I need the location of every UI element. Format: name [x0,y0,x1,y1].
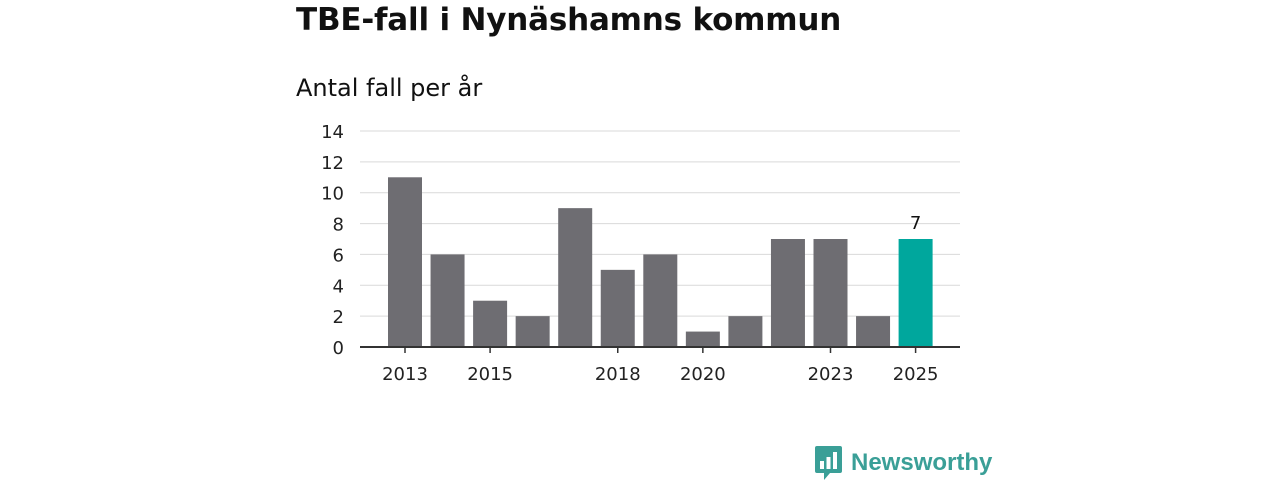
x-tick-label: 2018 [595,364,641,385]
bar-2016 [515,316,550,347]
bar-2021 [728,316,763,347]
y-tick-label: 4 [333,276,344,297]
brand-name: Newsworthy [851,449,993,476]
y-tick-label: 10 [321,184,344,205]
bar-2023 [813,239,848,347]
newsworthy-logo-icon [815,446,842,480]
data-label: 7 [910,213,921,234]
bar-2014 [430,254,465,347]
y-tick-label: 14 [321,122,344,143]
bar-2022 [770,239,805,347]
bar-2013 [388,177,422,347]
y-tick-label: 2 [333,307,344,328]
x-tick-label: 2013 [382,364,428,385]
newsworthy-brand[interactable]: Newsworthy [815,446,992,480]
x-tick-label: 2020 [680,364,726,385]
bar-2025 [898,239,933,347]
y-tick-label: 6 [333,245,344,266]
y-tick-label: 12 [321,153,344,174]
bar-2018 [600,269,635,347]
chart-title: TBE-fall i Nynäshamns kommun [296,2,842,38]
y-tick-label: 0 [333,338,344,359]
bar-2017 [558,208,593,347]
bar-2024 [856,316,891,347]
chart-subtitle: Antal fall per år [296,74,483,102]
x-tick-label: 2015 [467,364,513,385]
y-tick-label: 8 [333,215,344,236]
bar-2019 [643,254,678,347]
x-tick-label: 2023 [808,364,854,385]
x-tick-label: 2025 [893,364,939,385]
bar-2020 [685,331,720,347]
bar-2015 [473,300,508,347]
